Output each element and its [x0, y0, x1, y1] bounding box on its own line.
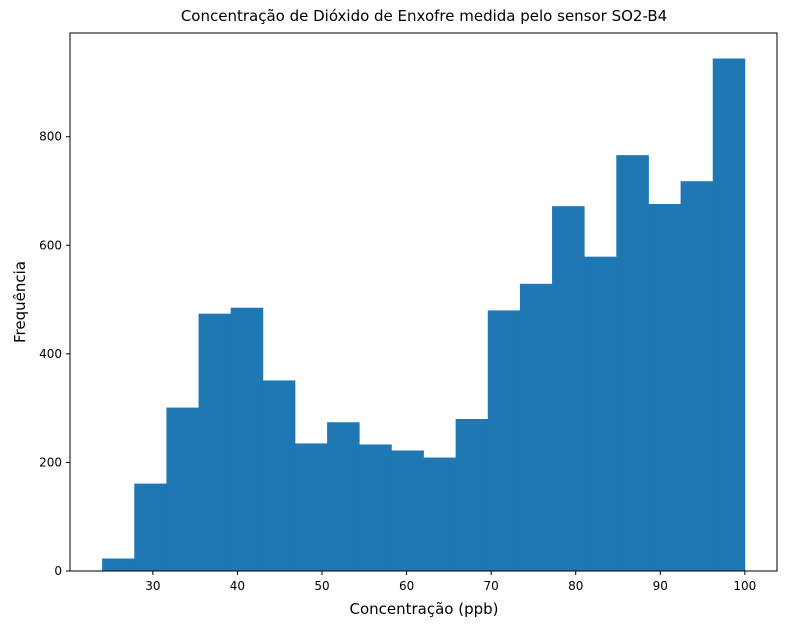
chart-title: Concentração de Dióxido de Enxofre medid…: [181, 7, 667, 25]
x-tick-label: 90: [653, 579, 668, 593]
histogram-bar: [294, 443, 328, 571]
histogram-bar: [487, 310, 521, 571]
histogram-bar: [391, 450, 424, 571]
x-tick-label: 50: [314, 579, 329, 593]
histogram-bar: [519, 283, 553, 571]
x-tick-label: 60: [399, 579, 414, 593]
histogram-bar: [552, 206, 585, 572]
histogram-bar: [327, 422, 360, 571]
y-ticks: 0 200 400 600 800: [39, 130, 70, 578]
histogram-bar: [680, 181, 714, 571]
plot-frame: [69, 32, 778, 572]
histogram-bar: [648, 204, 681, 571]
x-tick-label: 70: [484, 579, 499, 593]
histogram-bar: [198, 313, 232, 571]
y-tick-label: 800: [39, 130, 62, 144]
y-tick-label: 0: [54, 564, 62, 578]
histogram-bar: [584, 256, 617, 571]
histogram-bar: [423, 457, 457, 571]
histogram-bar: [712, 58, 746, 572]
histogram-bar: [134, 483, 167, 571]
y-tick-label: 600: [39, 238, 62, 252]
histogram-bar: [455, 418, 489, 571]
bars-group: [102, 58, 746, 572]
x-tick-label: 30: [145, 579, 160, 593]
x-tick-label: 40: [230, 579, 245, 593]
y-tick-label: 200: [39, 455, 62, 469]
x-ticks: 30 40 50 60 70 80 90 100: [145, 571, 756, 593]
histogram-bar: [616, 155, 649, 571]
x-tick-label: 100: [733, 579, 756, 593]
histogram-bar: [262, 380, 296, 571]
histogram-bar: [102, 558, 135, 571]
y-axis-label: Frequência: [11, 261, 29, 343]
histogram-bar: [166, 407, 199, 571]
y-tick-label: 400: [39, 347, 62, 361]
x-tick-label: 80: [568, 579, 583, 593]
x-axis-label: Concentração (ppb): [349, 600, 498, 618]
histogram-bar: [359, 444, 392, 571]
histogram-bar: [230, 307, 264, 571]
